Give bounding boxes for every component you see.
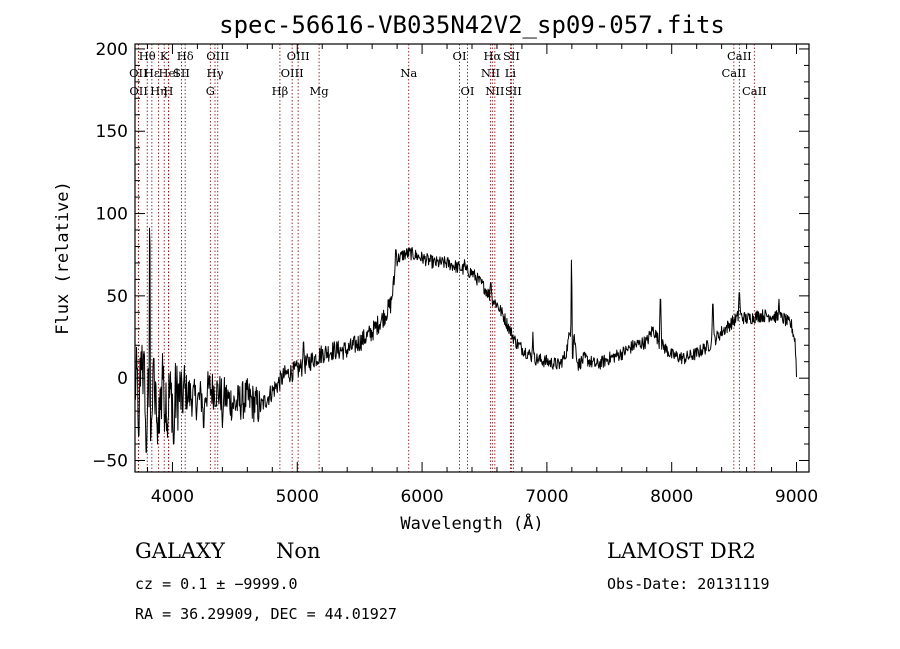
obs-date: Obs-Date: 20131119 bbox=[607, 575, 770, 593]
y-tick-label: 200 bbox=[96, 40, 128, 60]
line-label: Hel bbox=[158, 66, 179, 80]
line-label: H bbox=[163, 84, 173, 98]
line-label: Hη bbox=[150, 84, 167, 98]
line-label: SII bbox=[503, 49, 520, 63]
chart-title: spec-56616-VB035N42V2_sp09-057.fits bbox=[219, 11, 725, 39]
line-label: Hε bbox=[144, 66, 160, 80]
line-label: Hα bbox=[483, 49, 501, 63]
line-label: Mg bbox=[310, 84, 330, 98]
x-axis-ticks: 4000 5000 6000 7000 8000 9000 bbox=[146, 44, 818, 507]
line-label: CaII bbox=[742, 84, 767, 98]
x-tick-label: 6000 bbox=[400, 487, 443, 507]
spectrum-line bbox=[135, 227, 797, 453]
object-subclass: Non bbox=[276, 539, 321, 563]
coordinates-text: RA = 36.29909, DEC = 44.01927 bbox=[135, 605, 397, 623]
y-tick-label: 50 bbox=[106, 287, 128, 307]
line-label: Na bbox=[400, 66, 417, 80]
line-label: Hδ bbox=[177, 49, 194, 63]
emission-line-markers bbox=[137, 44, 755, 472]
x-tick-label: 9000 bbox=[775, 487, 818, 507]
y-axis-ticks: −50 0 50 100 150 200 bbox=[92, 40, 809, 471]
x-tick-label: 5000 bbox=[276, 487, 319, 507]
x-tick-label: 4000 bbox=[151, 487, 194, 507]
line-label: OII bbox=[129, 66, 148, 80]
line-label: SII bbox=[505, 84, 522, 98]
y-axis-label: Flux (relative) bbox=[53, 181, 73, 335]
object-class: GALAXY bbox=[135, 539, 226, 563]
y-tick-label: 100 bbox=[96, 205, 128, 225]
line-label: OIII bbox=[287, 49, 310, 63]
line-label: Li bbox=[505, 66, 517, 80]
x-tick-label: 8000 bbox=[650, 487, 693, 507]
y-tick-label: −50 bbox=[92, 451, 128, 471]
line-label: Hβ bbox=[272, 84, 289, 98]
line-label: OII bbox=[129, 84, 148, 98]
survey-name: LAMOST DR2 bbox=[607, 539, 756, 563]
line-label: Hθ bbox=[139, 49, 156, 63]
line-label: NII bbox=[485, 84, 504, 98]
line-label: SII bbox=[173, 66, 190, 80]
line-label: OIII bbox=[281, 66, 304, 80]
redshift-text: cz = 0.1 ± −9999.0 bbox=[135, 575, 298, 593]
x-axis-label: Wavelength (Å) bbox=[400, 512, 543, 534]
line-label: CaII bbox=[727, 49, 752, 63]
line-label: OI bbox=[461, 84, 475, 98]
line-label: Hγ bbox=[207, 66, 224, 80]
line-label: K bbox=[160, 49, 169, 63]
y-tick-label: 150 bbox=[96, 122, 128, 142]
line-label: NII bbox=[481, 66, 500, 80]
line-label: OIII bbox=[206, 49, 229, 63]
line-label: OI bbox=[453, 49, 467, 63]
line-label: G bbox=[206, 84, 215, 98]
x-tick-label: 7000 bbox=[525, 487, 568, 507]
y-tick-label: 0 bbox=[117, 369, 128, 389]
line-label: CaII bbox=[721, 66, 746, 80]
